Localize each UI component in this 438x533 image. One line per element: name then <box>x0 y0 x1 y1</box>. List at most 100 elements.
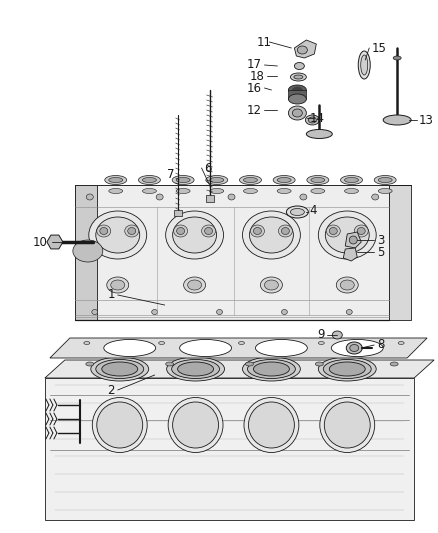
Polygon shape <box>75 185 97 320</box>
Ellipse shape <box>210 177 224 182</box>
Ellipse shape <box>96 359 144 378</box>
Ellipse shape <box>244 189 258 193</box>
Ellipse shape <box>288 106 306 120</box>
Text: 11: 11 <box>256 36 272 49</box>
Ellipse shape <box>159 342 165 344</box>
Ellipse shape <box>168 398 223 453</box>
Ellipse shape <box>349 236 357 244</box>
Ellipse shape <box>184 277 205 293</box>
Ellipse shape <box>261 277 283 293</box>
Ellipse shape <box>346 342 362 354</box>
Text: 3: 3 <box>377 233 385 246</box>
Text: 17: 17 <box>247 59 261 71</box>
Ellipse shape <box>142 189 156 193</box>
Polygon shape <box>45 360 434 378</box>
Ellipse shape <box>205 228 212 235</box>
Ellipse shape <box>73 240 103 262</box>
Ellipse shape <box>251 225 265 237</box>
Ellipse shape <box>97 402 143 448</box>
Ellipse shape <box>340 175 363 184</box>
Ellipse shape <box>173 225 187 237</box>
Ellipse shape <box>318 357 376 381</box>
Ellipse shape <box>91 357 148 381</box>
Ellipse shape <box>290 73 306 81</box>
Ellipse shape <box>254 362 290 376</box>
Ellipse shape <box>293 109 302 117</box>
Ellipse shape <box>254 228 261 235</box>
Ellipse shape <box>300 194 307 200</box>
Polygon shape <box>75 185 389 320</box>
Polygon shape <box>47 235 63 249</box>
Ellipse shape <box>290 208 304 215</box>
Ellipse shape <box>293 87 302 93</box>
Ellipse shape <box>172 359 219 378</box>
Ellipse shape <box>100 228 108 235</box>
Polygon shape <box>343 248 357 261</box>
Ellipse shape <box>345 189 358 193</box>
Ellipse shape <box>105 175 127 184</box>
Ellipse shape <box>374 175 396 184</box>
Ellipse shape <box>265 280 279 290</box>
Ellipse shape <box>306 130 332 139</box>
Text: 7: 7 <box>167 168 175 182</box>
Ellipse shape <box>142 177 156 182</box>
Ellipse shape <box>239 342 244 344</box>
Polygon shape <box>294 40 316 58</box>
Polygon shape <box>50 338 427 358</box>
Polygon shape <box>45 378 414 520</box>
Ellipse shape <box>345 177 358 182</box>
Ellipse shape <box>96 217 140 253</box>
Text: 14: 14 <box>309 111 325 125</box>
Ellipse shape <box>320 398 374 453</box>
Ellipse shape <box>250 217 293 253</box>
Ellipse shape <box>172 175 194 184</box>
Ellipse shape <box>383 115 411 125</box>
Ellipse shape <box>177 228 184 235</box>
Ellipse shape <box>294 75 303 79</box>
Ellipse shape <box>86 362 94 366</box>
Ellipse shape <box>92 398 147 453</box>
Ellipse shape <box>128 228 136 235</box>
Ellipse shape <box>326 225 340 237</box>
Ellipse shape <box>210 189 224 193</box>
Text: 15: 15 <box>371 42 386 54</box>
Ellipse shape <box>255 340 307 357</box>
Ellipse shape <box>324 402 370 448</box>
Text: 13: 13 <box>419 114 434 126</box>
Ellipse shape <box>325 217 369 253</box>
Ellipse shape <box>273 175 295 184</box>
Ellipse shape <box>173 217 216 253</box>
Ellipse shape <box>277 189 291 193</box>
Ellipse shape <box>228 194 235 200</box>
Ellipse shape <box>332 331 342 339</box>
Ellipse shape <box>294 62 304 69</box>
Ellipse shape <box>357 228 365 235</box>
Ellipse shape <box>166 357 225 381</box>
Polygon shape <box>205 195 214 202</box>
Ellipse shape <box>243 357 300 381</box>
Ellipse shape <box>97 225 111 237</box>
Ellipse shape <box>244 177 258 182</box>
Ellipse shape <box>247 359 295 378</box>
Ellipse shape <box>390 362 398 366</box>
Ellipse shape <box>378 189 392 193</box>
Ellipse shape <box>240 175 261 184</box>
Polygon shape <box>288 90 306 99</box>
Ellipse shape <box>329 362 365 376</box>
Ellipse shape <box>244 398 299 453</box>
Ellipse shape <box>166 211 223 259</box>
Ellipse shape <box>318 342 324 344</box>
Ellipse shape <box>398 342 404 344</box>
Ellipse shape <box>307 175 329 184</box>
Ellipse shape <box>107 277 129 293</box>
Text: 16: 16 <box>247 82 261 94</box>
Ellipse shape <box>104 340 155 357</box>
Ellipse shape <box>176 177 190 182</box>
Text: 4: 4 <box>309 204 317 216</box>
Ellipse shape <box>311 189 325 193</box>
Ellipse shape <box>138 175 160 184</box>
Text: 9: 9 <box>317 328 324 342</box>
Ellipse shape <box>245 362 254 366</box>
Ellipse shape <box>216 310 223 314</box>
Ellipse shape <box>286 206 308 218</box>
